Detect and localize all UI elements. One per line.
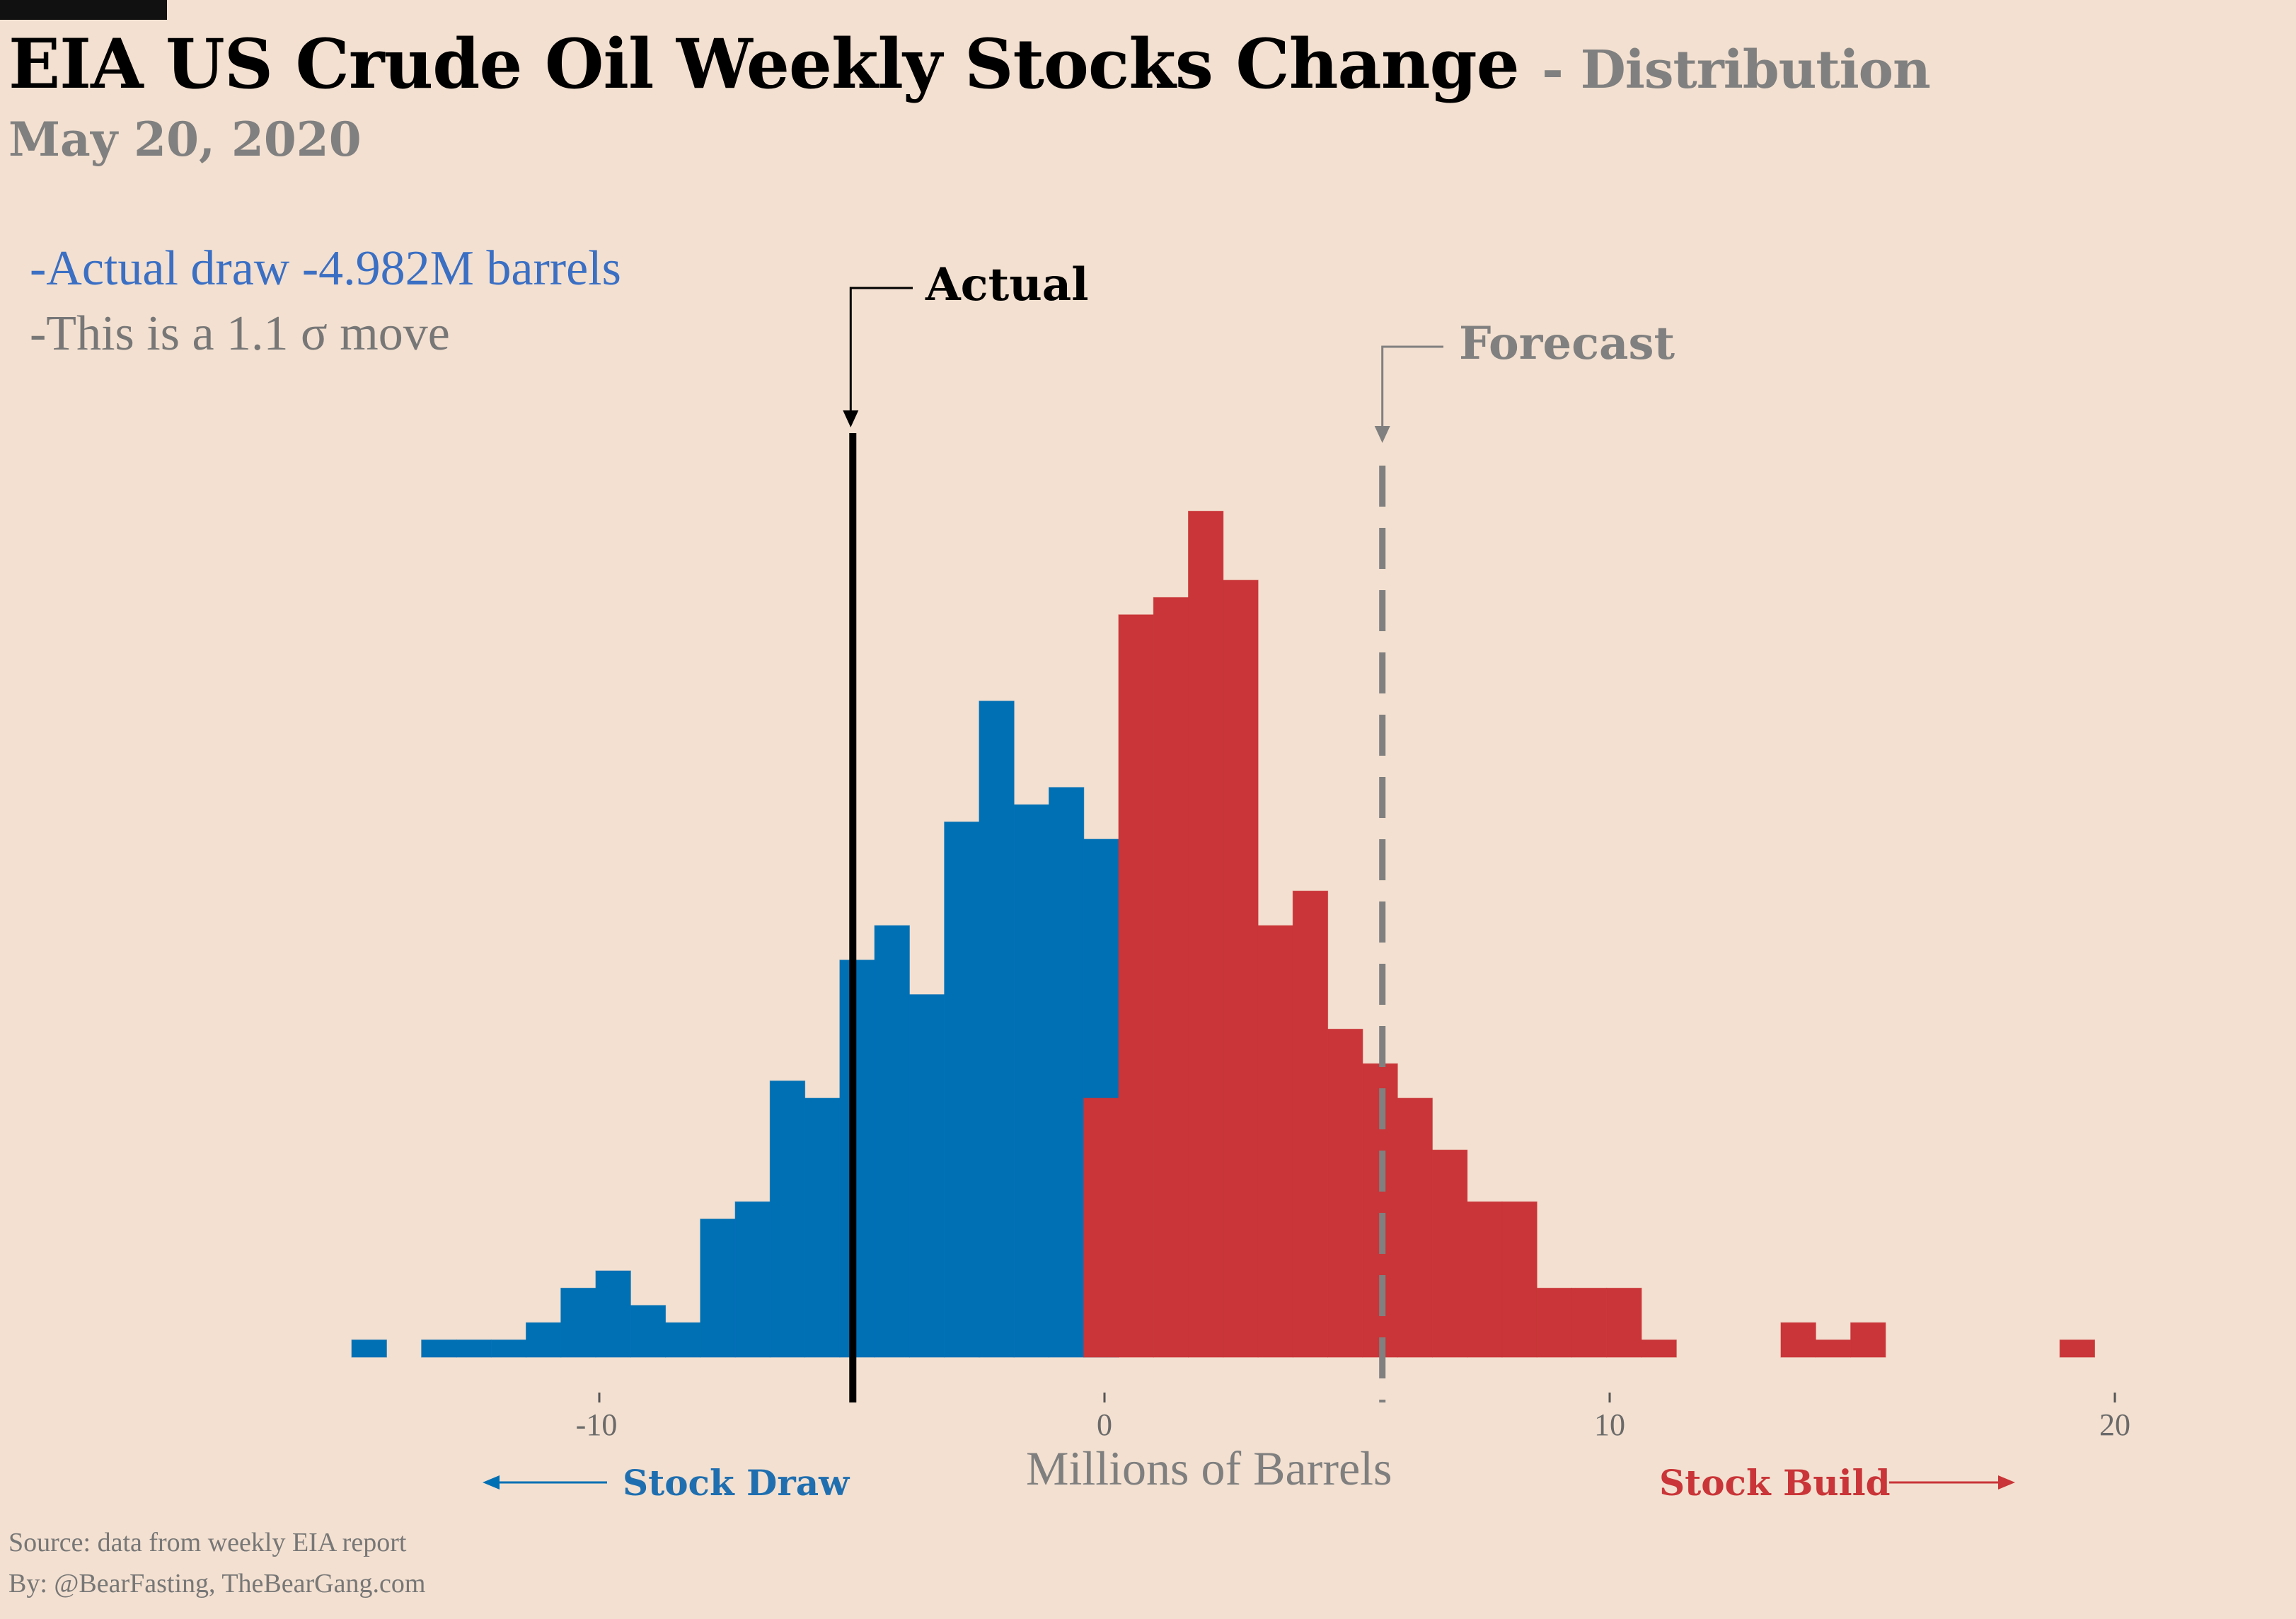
actual-annotation-arrowhead	[843, 410, 859, 427]
x-tick-label: 0	[1097, 1407, 1112, 1442]
draw-histogram-bar	[1049, 787, 1085, 1358]
actual-draw-note: -Actual draw -4.982M barrels	[30, 241, 621, 296]
build-histogram-bar	[1257, 925, 1293, 1358]
draw-histogram-bar	[1013, 804, 1049, 1358]
build-histogram-bar	[1641, 1339, 1677, 1358]
chart-title: EIA US Crude Oil Weekly Stocks Change - …	[8, 24, 1931, 104]
build-histogram-bar	[1153, 597, 1189, 1358]
build-histogram-bar	[1850, 1322, 1886, 1358]
forecast-annotation-connector	[1381, 345, 1443, 433]
draw-histogram-bar	[734, 1201, 771, 1358]
actual-annotation-connector	[849, 287, 913, 417]
draw-histogram-bar	[421, 1339, 457, 1358]
build-histogram-bar	[1327, 1028, 1363, 1358]
x-tick-label: 20	[2099, 1407, 2130, 1442]
draw-histogram-bar	[456, 1339, 492, 1358]
build-histogram-bar	[1431, 1149, 1468, 1358]
chart-title-suffix: - Distribution	[1542, 40, 1931, 100]
draw-histogram-bar	[351, 1339, 387, 1358]
build-histogram-bar	[1397, 1097, 1433, 1358]
x-tick-label: 10	[1594, 1407, 1625, 1442]
actual-annotation-label: Actual	[925, 258, 1089, 311]
x-tick-label: -10	[575, 1407, 618, 1442]
draw-histogram-bar	[630, 1305, 667, 1358]
build-histogram-bar	[1292, 890, 1329, 1358]
build-histogram-bar	[1083, 1097, 1119, 1358]
draw-histogram-bar	[804, 1097, 841, 1358]
source-credit: Source: data from weekly EIA report	[8, 1528, 407, 1557]
stock-build-label: Stock Build	[1659, 1462, 1891, 1504]
build-histogram-bar	[1501, 1201, 1538, 1358]
draw-histogram-bar	[769, 1081, 806, 1358]
build-histogram-bar	[1118, 614, 1154, 1358]
stock-draw-label: Stock Draw	[623, 1462, 850, 1504]
chart-date: May 20, 2020	[8, 112, 362, 167]
build-histogram-bar	[1571, 1287, 1608, 1358]
draw-histogram-bar	[700, 1218, 736, 1358]
build-histogram-bar	[1780, 1322, 1816, 1358]
draw-histogram-bar	[908, 994, 945, 1358]
draw-histogram-bar	[979, 701, 1015, 1358]
draw-histogram-bar	[874, 925, 910, 1358]
forecast-annotation-arrowhead	[1374, 426, 1390, 443]
draw-histogram-bar	[490, 1339, 527, 1358]
build-histogram-bar	[1815, 1339, 1852, 1358]
corner-accent-bar	[0, 0, 167, 20]
stock-build-arrowhead	[1998, 1475, 2015, 1490]
draw-histogram-bar	[560, 1287, 596, 1358]
build-histogram-bar	[1223, 580, 1259, 1358]
x-axis-label: Millions of Barrels	[1026, 1441, 1392, 1495]
build-histogram-bar	[1606, 1287, 1642, 1358]
sigma-move-note: -This is a 1.1 σ move	[30, 306, 450, 361]
stock-draw-arrowhead	[483, 1475, 500, 1490]
draw-histogram-bar	[595, 1270, 631, 1358]
build-histogram-bar	[1467, 1201, 1503, 1358]
build-histogram-bar	[1536, 1287, 1572, 1358]
draw-histogram-bar	[839, 960, 875, 1358]
draw-histogram-bar	[665, 1322, 701, 1358]
chart-title-main: EIA US Crude Oil Weekly Stocks Change	[8, 24, 1520, 104]
author-credit: By: @BearFasting, TheBearGang.com	[8, 1569, 426, 1598]
forecast-annotation-label: Forecast	[1459, 317, 1675, 370]
build-histogram-bar	[2059, 1339, 2095, 1358]
build-histogram-bar	[1188, 510, 1224, 1358]
draw-histogram-bar	[526, 1322, 562, 1358]
draw-histogram-bar	[944, 822, 980, 1358]
